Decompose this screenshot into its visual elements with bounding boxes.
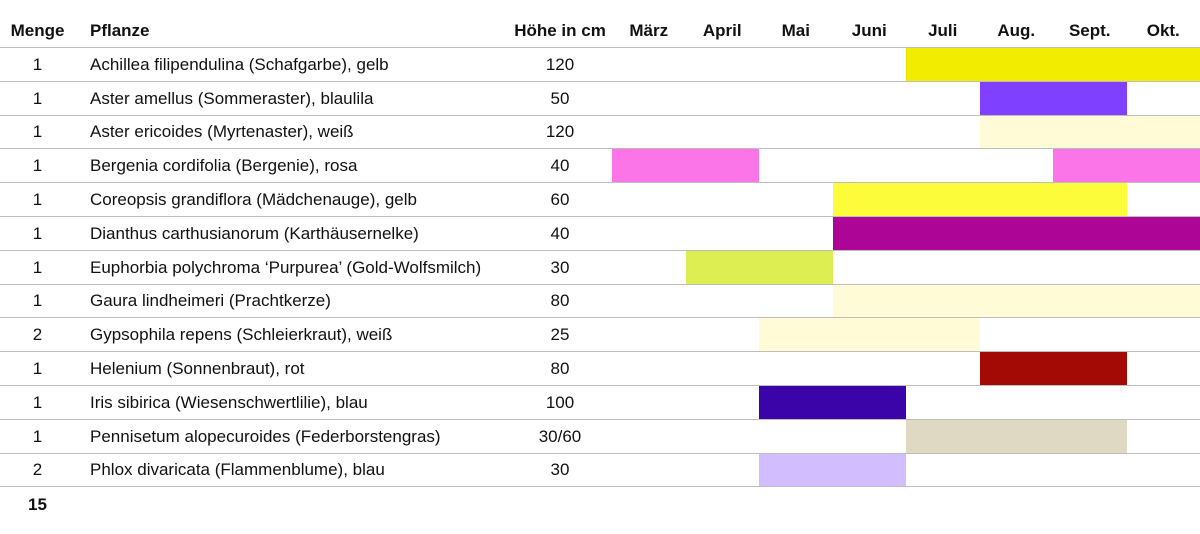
bloom-bar [832, 217, 1200, 250]
pflanze-cell: Achillea filipendulina (Schafgarbe), gel… [90, 54, 389, 74]
menge-cell: 1 [32, 392, 43, 412]
bloom-bar [759, 453, 906, 487]
table-row: 1 Pennisetum alopecuroides (Federborsteng… [0, 419, 1200, 454]
row-divider [0, 317, 1200, 319]
table-row: 1 Gaura lindheimeri (Prachtkerze) 80 [0, 284, 1200, 319]
row-divider [0, 114, 1200, 116]
pflanze-cell: Aster amellus (Sommeraster), blaulila [90, 88, 374, 108]
table-row: 1 Aster ericoides (Myrtenaster), weiß 120 [0, 115, 1200, 150]
table-row: 1 Achillea filipendulina (Schafgarbe), ge… [0, 48, 1200, 82]
table-row: 1 Aster amellus (Sommeraster), blaulila 50 [0, 81, 1200, 116]
bloom-bar [832, 183, 1127, 216]
row-divider [0, 486, 1200, 488]
menge-cell: 1 [32, 122, 43, 142]
hoehe-cell: 30 [550, 460, 570, 480]
header-pflanze: Pflanze [90, 21, 150, 40]
table-row: 1 Dianthus carthusianorum (Karthäusernelk… [0, 217, 1200, 251]
pflanze-cell: Helenium (Sonnenbraut), rot [90, 359, 305, 379]
row-divider [0, 148, 1200, 150]
pflanze-cell: Aster ericoides (Myrtenaster), weiß [90, 122, 354, 142]
header-month-april: April [702, 21, 742, 40]
row-divider [0, 384, 1200, 386]
row-divider [0, 249, 1200, 251]
pflanze-cell: Gaura lindheimeri (Prachtkerze) [90, 291, 331, 311]
menge-cell: 1 [32, 223, 43, 243]
bloom-bar-2 [1053, 149, 1200, 183]
header-month-aug: Aug. [997, 21, 1036, 40]
row-divider [0, 452, 1200, 454]
hoehe-cell: 60 [550, 190, 570, 210]
hoehe-cell: 120 [545, 122, 575, 142]
bloom-bar [979, 81, 1127, 115]
bloom-bar [612, 149, 759, 183]
header-month-okt: Okt. [1146, 21, 1180, 40]
pflanze-cell: Pennisetum alopecuroides (Federborstengr… [90, 426, 441, 446]
header-row: Menge Pflanze Höhe in cm März April Mai … [0, 14, 1200, 48]
row-divider [0, 80, 1200, 82]
bloom-bar [979, 352, 1127, 385]
bloom-bar [906, 419, 1127, 453]
hoehe-cell: 100 [545, 392, 575, 412]
bloom-bar [906, 48, 1200, 81]
hoehe-cell: 40 [550, 156, 570, 176]
hoehe-cell: 40 [550, 223, 570, 243]
header-divider [0, 47, 1200, 48]
pflanze-cell: Phlox divaricata (Flammenblume), blau [90, 460, 385, 480]
pflanze-cell: Dianthus carthusianorum (Karthäusernelke… [90, 223, 419, 243]
menge-cell: 1 [32, 359, 43, 379]
hoehe-cell: 120 [545, 54, 575, 74]
row-divider [0, 182, 1200, 184]
menge-cell: 1 [32, 257, 43, 277]
bloom-bar [685, 250, 833, 284]
row-divider [0, 351, 1200, 353]
pflanze-cell: Euphorbia polychroma ‘Purpurea’ (Gold-Wo… [90, 257, 482, 277]
hoehe-cell: 80 [550, 291, 570, 311]
header-month-mai: Mai [781, 21, 810, 40]
row-divider [0, 283, 1200, 285]
menge-cell: 2 [32, 325, 43, 345]
row-divider [0, 215, 1200, 217]
menge-cell: 2 [32, 460, 43, 480]
menge-cell: 1 [32, 156, 43, 176]
menge-cell: 1 [32, 190, 43, 210]
table-row: 1 Coreopsis grandiflora (Mädchenauge), ge… [0, 183, 1200, 217]
pflanze-cell: Coreopsis grandiflora (Mädchenauge), gel… [90, 190, 417, 210]
bloom-bar [759, 386, 906, 419]
hoehe-cell: 30 [550, 257, 570, 277]
hoehe-cell: 50 [550, 88, 570, 108]
hoehe-cell: 30/60 [538, 426, 582, 446]
table-row: 2 Gypsophila repens (Schleierkraut), weiß… [0, 318, 1200, 353]
menge-cell: 1 [32, 88, 43, 108]
hoehe-cell: 80 [550, 359, 570, 379]
menge-cell: 1 [32, 291, 43, 311]
table-row: 1 Euphorbia polychroma ‘Purpurea’ (Gold-W… [0, 250, 1200, 285]
pflanze-cell: Iris sibirica (Wiesenschwertlilie), blau [90, 392, 368, 412]
pflanze-cell: Bergenia cordifolia (Bergenie), rosa [90, 156, 358, 176]
pflanze-cell: Gypsophila repens (Schleierkraut), weiß [90, 325, 393, 345]
table-row: 1 Iris sibirica (Wiesenschwertlilie), bla… [0, 386, 1200, 420]
header-month-juli: Juli [928, 21, 958, 40]
hoehe-cell: 25 [550, 325, 570, 345]
row-divider [0, 418, 1200, 420]
header-month-maerz: März [629, 21, 669, 40]
header-hoehe: Höhe in cm [514, 21, 606, 40]
menge-cell: 1 [32, 426, 43, 446]
header-menge: Menge [10, 21, 65, 40]
bloom-bar [832, 284, 1200, 318]
bloom-bar [759, 318, 980, 352]
header-month-juni: Juni [851, 21, 887, 40]
table-row: 1 Helenium (Sonnenbraut), rot 80 [0, 352, 1200, 386]
table-row: 2 Phlox divaricata (Flammenblume), blau 30 [0, 453, 1200, 488]
header-month-sept: Sept. [1068, 21, 1111, 40]
bloom-bar [979, 115, 1200, 149]
menge-cell: 1 [32, 54, 43, 74]
total-count: 15 [28, 495, 47, 514]
table-row: 1 Bergenia cordifolia (Bergenie), rosa 40 [0, 149, 1200, 184]
